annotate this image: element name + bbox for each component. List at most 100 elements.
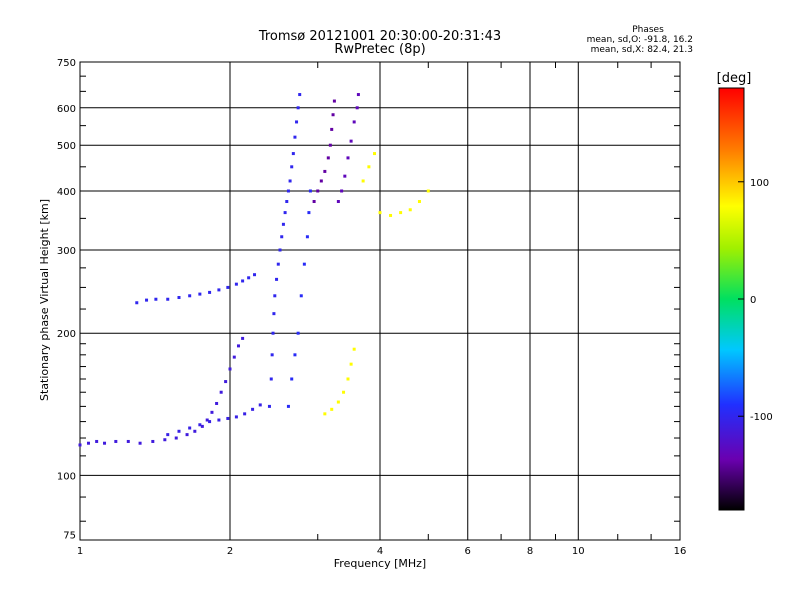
data-point xyxy=(296,106,300,110)
colorbar-label: [deg] xyxy=(717,71,752,86)
data-point xyxy=(361,179,365,183)
colorbar-tick-label: -100 xyxy=(750,412,773,423)
x-tick-label: 8 xyxy=(527,546,533,557)
data-point xyxy=(228,367,232,371)
x-axis-label: Frequency [MHz] xyxy=(334,557,426,570)
data-point xyxy=(288,179,292,183)
data-point xyxy=(356,93,360,97)
data-point xyxy=(389,213,393,217)
y-tick-label: 600 xyxy=(57,104,76,115)
data-point xyxy=(205,418,209,422)
data-point xyxy=(378,211,382,215)
data-point xyxy=(151,439,155,443)
data-point xyxy=(408,208,412,212)
data-point xyxy=(234,282,238,286)
x-tick-label: 10 xyxy=(572,546,585,557)
data-point xyxy=(166,433,170,437)
data-point xyxy=(290,377,294,381)
data-point xyxy=(185,433,189,437)
data-point xyxy=(217,288,221,292)
data-point xyxy=(343,174,347,178)
data-point xyxy=(295,120,299,124)
data-point xyxy=(319,179,323,183)
data-point xyxy=(332,99,336,103)
data-point xyxy=(346,156,350,160)
data-point xyxy=(270,353,274,357)
data-point xyxy=(253,273,257,277)
data-point xyxy=(103,441,107,445)
data-point xyxy=(210,410,214,414)
x-tick-label: 4 xyxy=(377,546,383,557)
data-point xyxy=(145,298,149,302)
data-point xyxy=(236,344,240,348)
data-point xyxy=(399,211,403,215)
data-point xyxy=(307,211,311,215)
data-point xyxy=(198,292,202,296)
x-tick-label: 2 xyxy=(227,546,233,557)
y-tick-label: 750 xyxy=(57,58,76,69)
data-point xyxy=(296,331,300,335)
data-point xyxy=(219,390,223,394)
data-points xyxy=(78,93,430,447)
data-point xyxy=(138,441,142,445)
data-point xyxy=(285,200,289,204)
x-tick-label: 1 xyxy=(77,546,83,557)
data-point xyxy=(280,235,284,239)
data-point xyxy=(331,113,335,117)
data-point xyxy=(217,418,221,422)
data-point xyxy=(373,152,377,156)
data-point xyxy=(342,390,346,394)
y-tick-label: 200 xyxy=(57,329,76,340)
data-point xyxy=(241,279,245,283)
gridlines xyxy=(80,62,680,540)
data-point xyxy=(330,127,334,131)
y-tick-label: 75 xyxy=(63,530,76,541)
data-point xyxy=(114,439,118,443)
data-point xyxy=(299,294,303,298)
data-point xyxy=(188,294,192,298)
data-point xyxy=(174,436,178,440)
data-point xyxy=(298,93,302,97)
data-point xyxy=(290,165,294,169)
data-point xyxy=(355,106,359,110)
data-point xyxy=(177,296,181,300)
data-point xyxy=(330,407,334,411)
stats-heading: Phases xyxy=(632,25,664,35)
data-point xyxy=(198,423,202,427)
data-point xyxy=(224,380,228,384)
chart-subtitle: RwPretec (8p) xyxy=(334,42,425,57)
y-tick-label: 300 xyxy=(57,246,76,257)
data-point xyxy=(154,297,158,301)
data-point xyxy=(278,248,282,252)
data-point xyxy=(275,277,279,281)
data-point xyxy=(346,377,350,381)
data-point xyxy=(286,189,290,193)
y-tick-label: 400 xyxy=(57,187,76,198)
stats-line-x: mean, sd,X: 82.4, 21.3 xyxy=(591,45,693,55)
data-point xyxy=(177,429,181,433)
data-point xyxy=(269,377,273,381)
colorbar-tick-label: 0 xyxy=(750,295,756,306)
data-point xyxy=(208,420,212,424)
data-point xyxy=(200,424,204,428)
data-point xyxy=(163,438,167,442)
data-point xyxy=(95,439,99,443)
data-point xyxy=(276,262,280,266)
x-tick-label: 6 xyxy=(465,546,471,557)
data-point xyxy=(305,235,309,239)
data-point xyxy=(286,404,290,408)
data-point xyxy=(291,152,295,156)
y-axis-label: Stationary phase Virtual Height [km] xyxy=(38,199,51,401)
data-point xyxy=(166,297,170,301)
data-point xyxy=(283,211,287,215)
data-point xyxy=(215,401,219,405)
data-point xyxy=(135,301,139,305)
axis-ticks: 1 2 4 6 8 10 16 75 100 200 300 400 500 600 750 xyxy=(57,58,686,557)
data-point xyxy=(336,400,340,404)
data-point xyxy=(126,439,130,443)
data-point xyxy=(352,347,356,351)
data-point xyxy=(232,355,236,359)
data-point xyxy=(271,331,275,335)
data-point xyxy=(349,362,353,366)
